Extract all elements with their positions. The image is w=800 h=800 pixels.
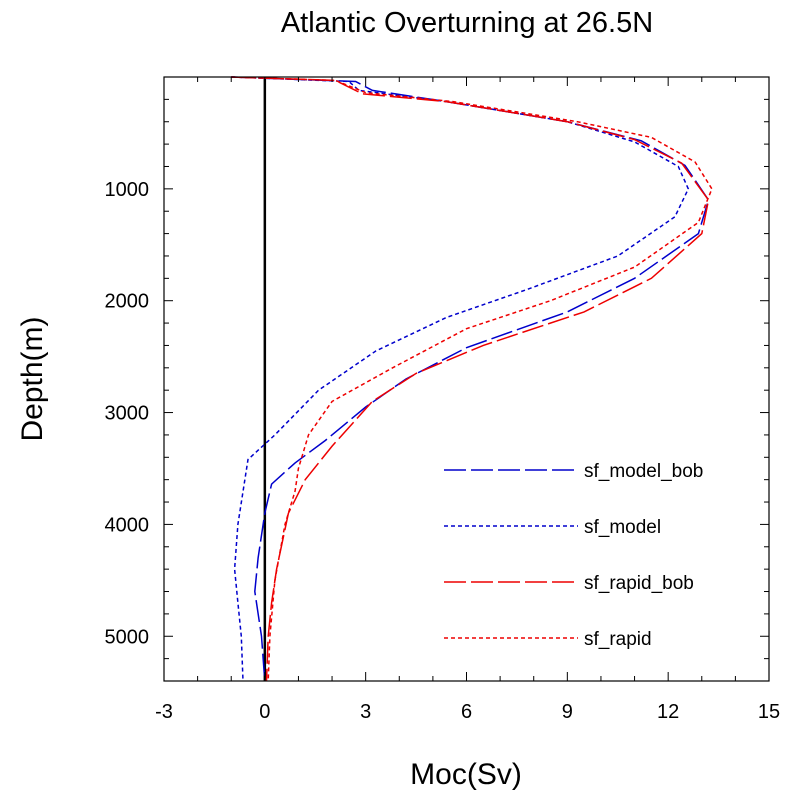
x-tick-label: 6 xyxy=(461,701,472,723)
x-tick-label: 0 xyxy=(259,701,270,723)
y-tick-label: 1000 xyxy=(105,179,150,201)
y-tick-label: 5000 xyxy=(105,626,150,648)
x-tick-label: 9 xyxy=(562,701,573,723)
y-tick-label: 4000 xyxy=(105,514,150,536)
series-layer xyxy=(231,76,713,682)
y-axis-label: Depth(m) xyxy=(16,316,49,441)
legend: sf_model_bob sf_model sf_rapid_bob sf_rapid xyxy=(444,461,703,650)
x-axis-label: Moc(Sv) xyxy=(410,758,522,791)
legend-label-sf-model: sf_model xyxy=(584,517,661,538)
x-tick-label: 3 xyxy=(360,701,371,723)
y-tick-label: 2000 xyxy=(105,291,150,313)
chart-title: Atlantic Overturning at 26.5N xyxy=(281,7,653,39)
axes-layer: -3 0 3 6 9 12 15 1000 2000 3000 4000 5000 xyxy=(105,76,780,723)
x-tick-label: 12 xyxy=(657,701,679,723)
legend-label-sf-rapid-bob: sf_rapid_bob xyxy=(584,573,694,594)
legend-label-sf-model-bob: sf_model_bob xyxy=(584,461,703,482)
y-tick-label: 3000 xyxy=(105,403,150,425)
x-tick-label: -3 xyxy=(155,701,173,723)
series-line-sf-rapid xyxy=(231,76,713,682)
x-tick-label: 15 xyxy=(758,701,780,723)
legend-label-sf-rapid: sf_rapid xyxy=(584,629,652,650)
